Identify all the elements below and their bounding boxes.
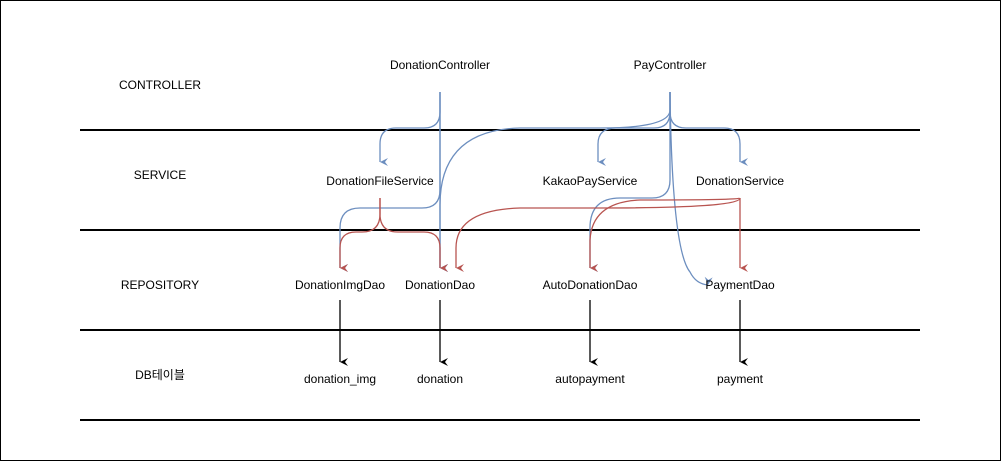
node-table-donation-img: donation_img	[304, 372, 376, 386]
layer-label-db: DB테이블	[135, 368, 185, 382]
node-table-donation: donation	[417, 372, 463, 386]
node-donation-controller: DonationController	[390, 58, 490, 72]
layer-label-controller: CONTROLLER	[119, 78, 201, 92]
node-donation-service: DonationService	[696, 174, 784, 188]
node-auto-donation-dao: AutoDonationDao	[543, 278, 638, 292]
layer-label-service: SERVICE	[134, 168, 186, 182]
edge-paycontroller-donationservice	[670, 92, 740, 162]
layer-label-repository: REPOSITORY	[121, 278, 199, 292]
node-kakao-pay-service: KakaoPayService	[543, 174, 638, 188]
node-payment-dao: PaymentDao	[705, 278, 774, 292]
node-donation-dao: DonationDao	[405, 278, 475, 292]
node-donation-img-dao: DonationImgDao	[295, 278, 385, 292]
node-donation-file-service: DonationFileService	[326, 174, 433, 188]
edge-donationcontroller-donationfileservice	[380, 92, 440, 162]
node-table-payment: payment	[717, 372, 763, 386]
edge-paycontroller-paymentdao	[670, 92, 708, 285]
node-table-autopayment: autopayment	[555, 372, 624, 386]
edge-donationservice-donationdao	[456, 198, 740, 268]
node-pay-controller: PayController	[634, 58, 707, 72]
